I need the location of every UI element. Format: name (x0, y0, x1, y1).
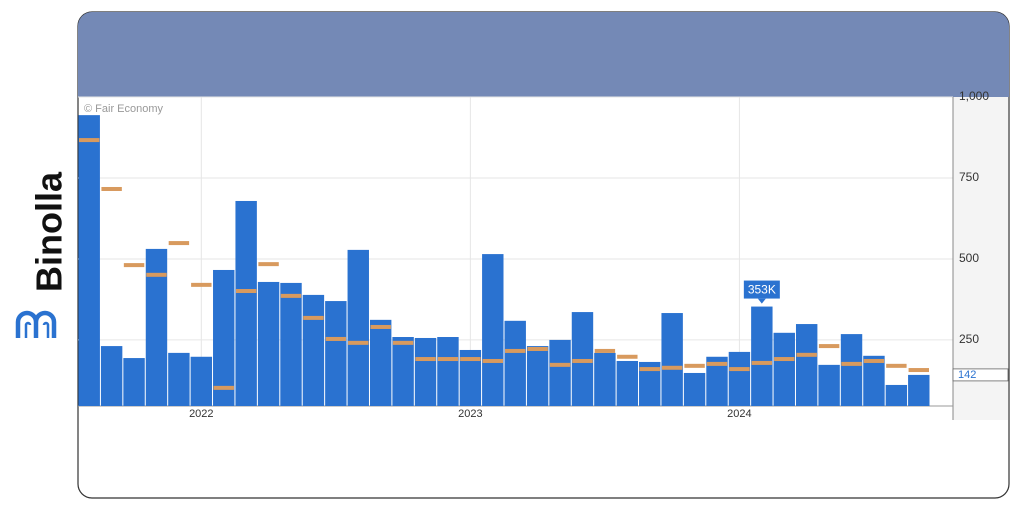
bar (145, 248, 168, 406)
forecast-dash (101, 186, 122, 191)
bar (123, 358, 145, 406)
forecast-dash (706, 361, 728, 366)
forecast-dash (146, 272, 167, 277)
bar (594, 352, 616, 406)
forecast-dash (863, 358, 885, 363)
bar (482, 254, 504, 406)
forecast-dash (505, 348, 526, 353)
bar (437, 337, 459, 406)
forecast-dash (168, 241, 190, 246)
forecast-dash (684, 363, 705, 368)
forecast-dash (303, 315, 324, 320)
y-tick-label: 750 (959, 170, 979, 184)
forecast-dash (392, 340, 414, 345)
bar (280, 282, 302, 406)
bar (616, 360, 639, 406)
forecast-dash (841, 361, 862, 366)
forecast-dash (437, 357, 459, 362)
forecast-dash (639, 367, 660, 372)
x-tick-label: 2023 (458, 408, 482, 420)
bar (549, 339, 571, 406)
bar (728, 351, 751, 406)
bar (392, 337, 414, 406)
bar (885, 384, 908, 406)
bar (168, 352, 190, 406)
forecast-dash (572, 358, 593, 363)
bar (840, 334, 863, 406)
bar (661, 313, 683, 406)
value-label-pointer (757, 298, 766, 304)
forecast-dash (729, 367, 750, 372)
current-value-box (952, 368, 1009, 382)
forecast-dash (415, 357, 436, 362)
header-band (78, 12, 1009, 97)
bar (526, 346, 549, 406)
y-tick-label: 500 (959, 251, 979, 265)
bar (213, 269, 235, 406)
forecast-dash (460, 357, 481, 362)
bar (683, 372, 706, 406)
forecast-dash (774, 357, 795, 362)
bar (795, 324, 818, 406)
bar (639, 361, 661, 406)
forecast-dash (280, 293, 302, 298)
forecast-dash (191, 282, 212, 287)
bar (459, 349, 482, 406)
bar (369, 319, 392, 406)
value-label: 353K (748, 283, 776, 297)
forecast-dash (325, 336, 347, 341)
bar (818, 364, 840, 406)
bar (257, 281, 280, 406)
bar (414, 337, 437, 406)
brand-name: Binolla (29, 171, 70, 292)
forecast-dash (482, 358, 503, 363)
x-tick-label: 2022 (189, 408, 213, 420)
forecast-dash (123, 263, 145, 268)
bar (347, 249, 369, 406)
forecast-dash (370, 324, 391, 329)
brand-logo (15, 310, 57, 338)
forecast-dash (818, 344, 840, 349)
forecast-dash (908, 368, 929, 373)
bar (908, 374, 930, 406)
bar (751, 306, 773, 406)
forecast-dash (527, 346, 548, 351)
bar (325, 301, 347, 406)
value-label-box (743, 280, 780, 299)
bar (706, 356, 728, 406)
bar (302, 294, 325, 406)
forecast-dash (594, 348, 616, 353)
bar (235, 200, 257, 406)
forecast-dash (213, 385, 234, 390)
forecast-dash (235, 289, 257, 294)
y-tick-label: 250 (959, 332, 979, 346)
bar (863, 355, 885, 406)
forecast-dash (549, 362, 571, 367)
bar (190, 356, 213, 406)
bar (504, 320, 526, 406)
forecast-dash (751, 360, 773, 365)
x-tick-label: 2024 (727, 408, 751, 420)
credit: © Fair Economy (84, 103, 164, 115)
forecast-dash (79, 138, 100, 143)
bar (773, 332, 795, 406)
bar (78, 115, 100, 406)
current-value-label: 142 (958, 369, 976, 381)
forecast-dash (661, 365, 683, 370)
y-tick-label: 1,000 (959, 89, 989, 103)
forecast-dash (348, 340, 369, 345)
forecast-dash (617, 354, 638, 359)
forecast-dash (886, 363, 907, 368)
forecast-dash (258, 262, 279, 267)
bar (100, 346, 123, 406)
axis-panel (953, 97, 1008, 420)
forecast-dash (796, 352, 817, 357)
